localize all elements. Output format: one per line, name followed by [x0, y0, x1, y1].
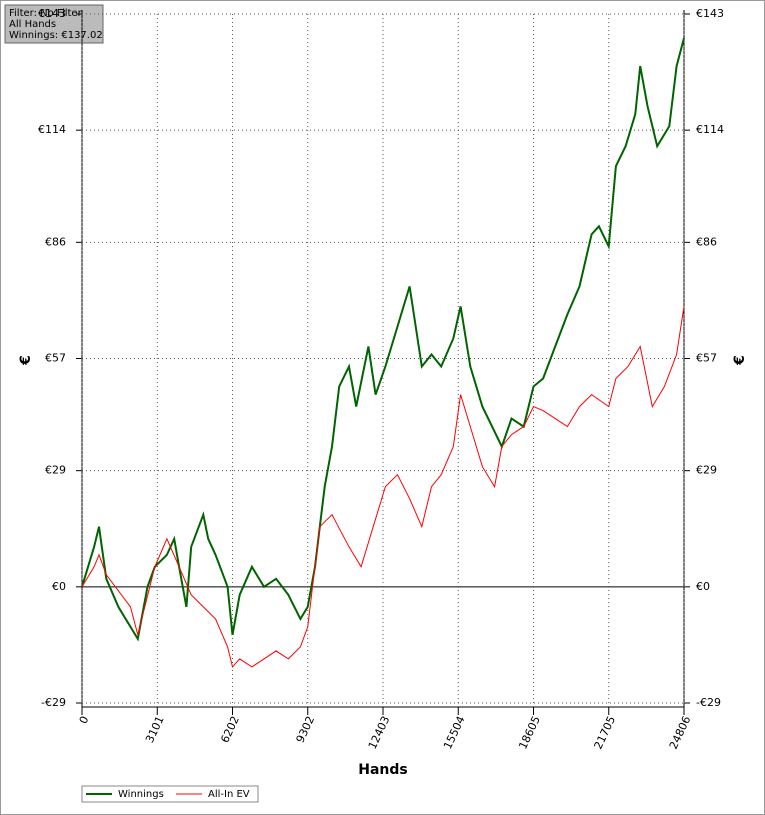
y2-tick-label: €57 [696, 352, 717, 365]
y-tick-label: €57 [45, 352, 66, 365]
y-tick-label: €29 [45, 464, 66, 477]
series-line [81, 306, 685, 668]
legend-label: All-In EV [208, 789, 250, 800]
info-line: Filter: No Filter [9, 8, 83, 19]
series-line [81, 37, 685, 642]
legend-label: Winnings [118, 789, 164, 800]
y-tick-label: -€29 [41, 696, 66, 709]
y2-tick-label: -€29 [696, 696, 721, 709]
y2-tick-label: €29 [696, 464, 717, 477]
info-box [4, 4, 104, 44]
y-axis-label: € [18, 355, 34, 366]
y2-tick-label: €114 [696, 123, 724, 136]
legend [81, 785, 259, 803]
x-axis-label: Hands [358, 762, 408, 778]
y2-tick-label: €143 [696, 7, 724, 20]
x-tick-label: 0 [77, 714, 92, 726]
y-tick-label: €143 [38, 7, 66, 20]
y2-axis-label: € [732, 355, 748, 366]
info-line: All Hands [9, 19, 56, 30]
y2-tick-label: €0 [696, 580, 710, 593]
info-line: Winnings: €137.02 [9, 30, 103, 41]
y-tick-label: €86 [45, 235, 66, 248]
y2-tick-label: €86 [696, 235, 717, 248]
y-tick-label: €114 [38, 123, 66, 136]
y-tick-label: €0 [52, 580, 66, 593]
